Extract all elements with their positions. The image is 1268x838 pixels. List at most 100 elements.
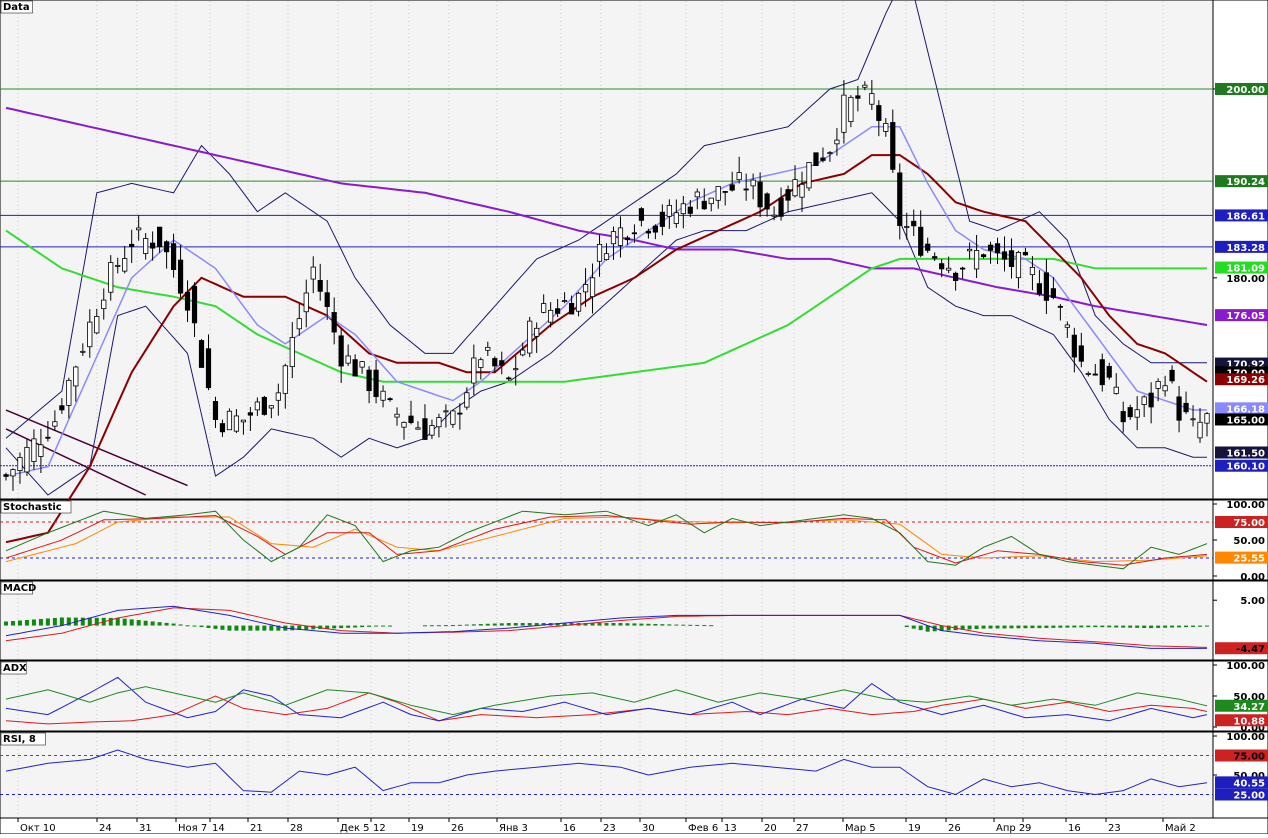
panel-stochastic-title: Stochastic: [3, 502, 62, 513]
candle-body-122: [855, 95, 861, 99]
candle-body-123: [862, 84, 868, 88]
candle-body-105: [736, 172, 742, 181]
macd-histogram-bar-21: [150, 621, 155, 626]
x-tick-label-17: 20: [764, 823, 777, 834]
candle-body-78: [548, 309, 554, 323]
macd-histogram-bar-138: [967, 625, 972, 630]
candle-body-165: [1155, 381, 1161, 389]
macd-histogram-bar-72: [506, 623, 511, 626]
candle-body-115: [806, 162, 812, 189]
tick-label-adx-0: 100.00: [1226, 661, 1265, 672]
panel-stochastic-title-box: [0, 500, 72, 514]
macd-histogram-bar-51: [360, 625, 365, 628]
candle-body-55: [387, 398, 393, 401]
candle-body-0: [3, 474, 9, 477]
candle-body-150: [1050, 288, 1056, 298]
candle-body-21: [150, 242, 156, 249]
candle-body-142: [994, 243, 1001, 254]
candle-body-117: [820, 157, 826, 161]
candle-body-39: [275, 392, 281, 401]
macd-histogram-bar-67: [471, 624, 476, 626]
axis-marker-stochastic-1-box: [1215, 551, 1268, 564]
axis-marker-rsi-2-box: [1215, 788, 1268, 801]
macd-histogram-bar-44: [311, 625, 316, 630]
candle-body-84: [589, 277, 596, 298]
macd-histogram-bar-164: [1149, 625, 1154, 629]
candle-body-160: [1120, 411, 1126, 423]
candle-body-161: [1127, 407, 1133, 418]
adx-plus-di-line: [5, 676, 1208, 722]
adx-line: [5, 686, 1208, 716]
axis-marker-price-0-box: [1215, 82, 1268, 95]
panel-macd-title-box: [0, 581, 33, 595]
macd-histogram-bar-170: [1191, 625, 1196, 627]
candle-body-149: [1043, 272, 1050, 301]
macd-histogram-bar-68: [478, 624, 483, 626]
candle-body-2: [17, 456, 23, 471]
macd-histogram-bar-46: [325, 625, 330, 629]
macd-histogram-bar-167: [1170, 625, 1175, 628]
candle-body-164: [1148, 392, 1154, 408]
candle-body-6: [45, 436, 51, 439]
candle-body-135: [946, 267, 952, 271]
candle-body-124: [869, 93, 875, 105]
axis-marker-price-12-box: [1215, 459, 1268, 472]
x-tick-label-7: Дек 5: [340, 823, 370, 834]
macd-histogram-bar-6: [45, 618, 50, 626]
macd-histogram-bar-160: [1121, 625, 1126, 628]
macd-histogram-bar-91: [639, 623, 644, 626]
candle-body-151: [1057, 305, 1063, 308]
macd-histogram-bar-89: [625, 623, 630, 626]
candle-body-35: [247, 412, 253, 416]
macd-histogram-bar-154: [1079, 625, 1084, 628]
macd-histogram-bar-1: [10, 621, 15, 626]
x-tick-label-25: 23: [1108, 823, 1121, 834]
x-tick-label-12: 16: [563, 823, 576, 834]
panel-rsi-title: RSI, 8: [3, 734, 36, 745]
candle-body-61: [429, 425, 435, 436]
candle-body-91: [638, 208, 645, 221]
candle-body-57: [401, 421, 407, 428]
candle-body-136: [953, 272, 959, 281]
macd-histogram-bar-35: [248, 625, 253, 631]
macd-histogram-bar-171: [1198, 625, 1203, 627]
macd-line: [5, 605, 1207, 649]
panel-rsi-title-box: [0, 732, 46, 746]
macd-histogram-bar-132: [925, 625, 930, 632]
candle-body-96: [673, 212, 679, 224]
axis-marker-price-10-box: [1215, 413, 1268, 426]
macd-histogram-bar-141: [988, 625, 993, 629]
candle-body-126: [883, 123, 889, 132]
panel-rsi-axis-area: [1212, 731, 1268, 819]
candle-body-125: [876, 105, 882, 121]
candle-body-69: [485, 346, 491, 351]
macd-histogram-bar-83: [583, 623, 588, 626]
macd-histogram-bar-37: [262, 625, 267, 631]
macd-histogram-bar-26: [185, 625, 190, 627]
macd-histogram-bar-54: [381, 625, 386, 627]
candle-body-76: [534, 327, 540, 337]
macd-histogram-bar-12: [87, 617, 92, 626]
candle-body-171: [1197, 421, 1203, 439]
axis-marker-adx-1-label: 10.88: [1233, 716, 1265, 727]
candle-body-163: [1141, 396, 1147, 405]
macd-histogram-bar-24: [171, 623, 176, 626]
tick-label-stochastic-0: 100.00: [1226, 500, 1265, 511]
stochastic-slow-d-line: [5, 516, 1208, 563]
trend-line-0: [5, 409, 188, 487]
macd-histogram-bar-19: [136, 620, 141, 626]
macd-histogram-bar-29: [206, 625, 211, 628]
candle-body-104: [729, 184, 735, 191]
macd-histogram-bar-16: [115, 617, 120, 626]
panel-price-title-box: [0, 0, 33, 14]
candle-body-24: [170, 243, 177, 271]
panel-adx-title-box: [0, 661, 27, 675]
macd-histogram-bar-163: [1142, 625, 1147, 628]
macd-histogram-bar-144: [1009, 625, 1014, 629]
candle-body-36: [254, 401, 260, 411]
x-tick-label-24: 16: [1068, 823, 1081, 834]
axis-marker-price-4-label: 181.09: [1226, 264, 1265, 275]
axis-marker-rsi-1-label: 40.55: [1233, 778, 1265, 789]
macd-histogram-bar-4: [31, 619, 36, 626]
candle-body-128: [897, 172, 903, 226]
